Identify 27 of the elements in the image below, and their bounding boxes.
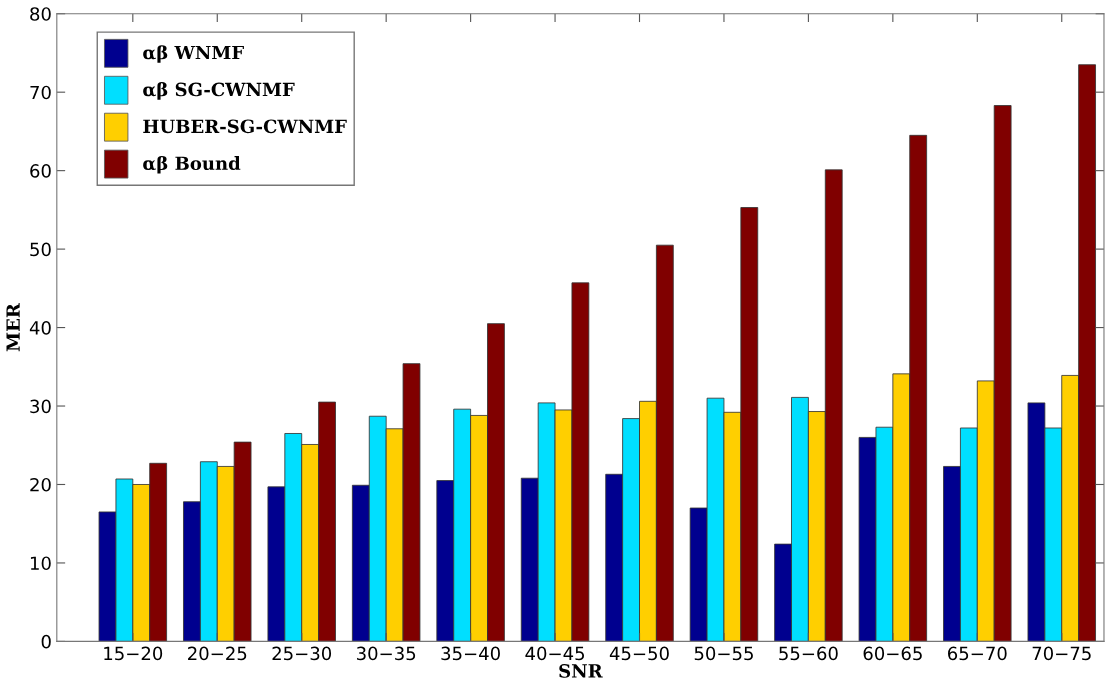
y-tick-label: 80 xyxy=(30,7,51,21)
x-tick-label: 55−60 xyxy=(779,646,838,661)
x-tick-label: 25−30 xyxy=(272,646,332,661)
legend-label: HUBER-SG-CWNMF xyxy=(143,119,347,134)
y-tick-label: 0 xyxy=(41,634,51,649)
x-tick-label: 35−40 xyxy=(441,646,500,661)
y-tick-label: 10 xyxy=(30,556,51,571)
x-tick-label: 50−55 xyxy=(694,646,753,661)
x-tick-label: 20−25 xyxy=(188,646,247,661)
y-tick-label: 60 xyxy=(30,164,51,178)
y-tick-label: 70 xyxy=(30,85,51,100)
y-tick-label: 30 xyxy=(30,399,51,414)
y-tick-label: 50 xyxy=(30,242,51,257)
x-tick-label: 65−70 xyxy=(948,646,1007,661)
y-tick-label: 20 xyxy=(30,477,51,492)
y-tick-label: 40 xyxy=(29,321,51,335)
x-tick-label: 15−20 xyxy=(104,646,163,661)
x-tick-label: 30−35 xyxy=(357,646,416,661)
x-tick-label: 70−75 xyxy=(1032,646,1091,661)
legend-label: αβ WNMF xyxy=(143,45,244,63)
legend-label: αβ Bound xyxy=(143,155,241,174)
y-axis-title: MER xyxy=(6,303,20,352)
legend-label: αβ SG-CWNMF xyxy=(143,82,295,100)
x-tick-label: 60−65 xyxy=(863,646,922,661)
x-axis-title: SNR xyxy=(559,664,603,678)
x-tick-label: 45−50 xyxy=(609,646,669,661)
x-tick-label: 40−45 xyxy=(525,646,585,661)
